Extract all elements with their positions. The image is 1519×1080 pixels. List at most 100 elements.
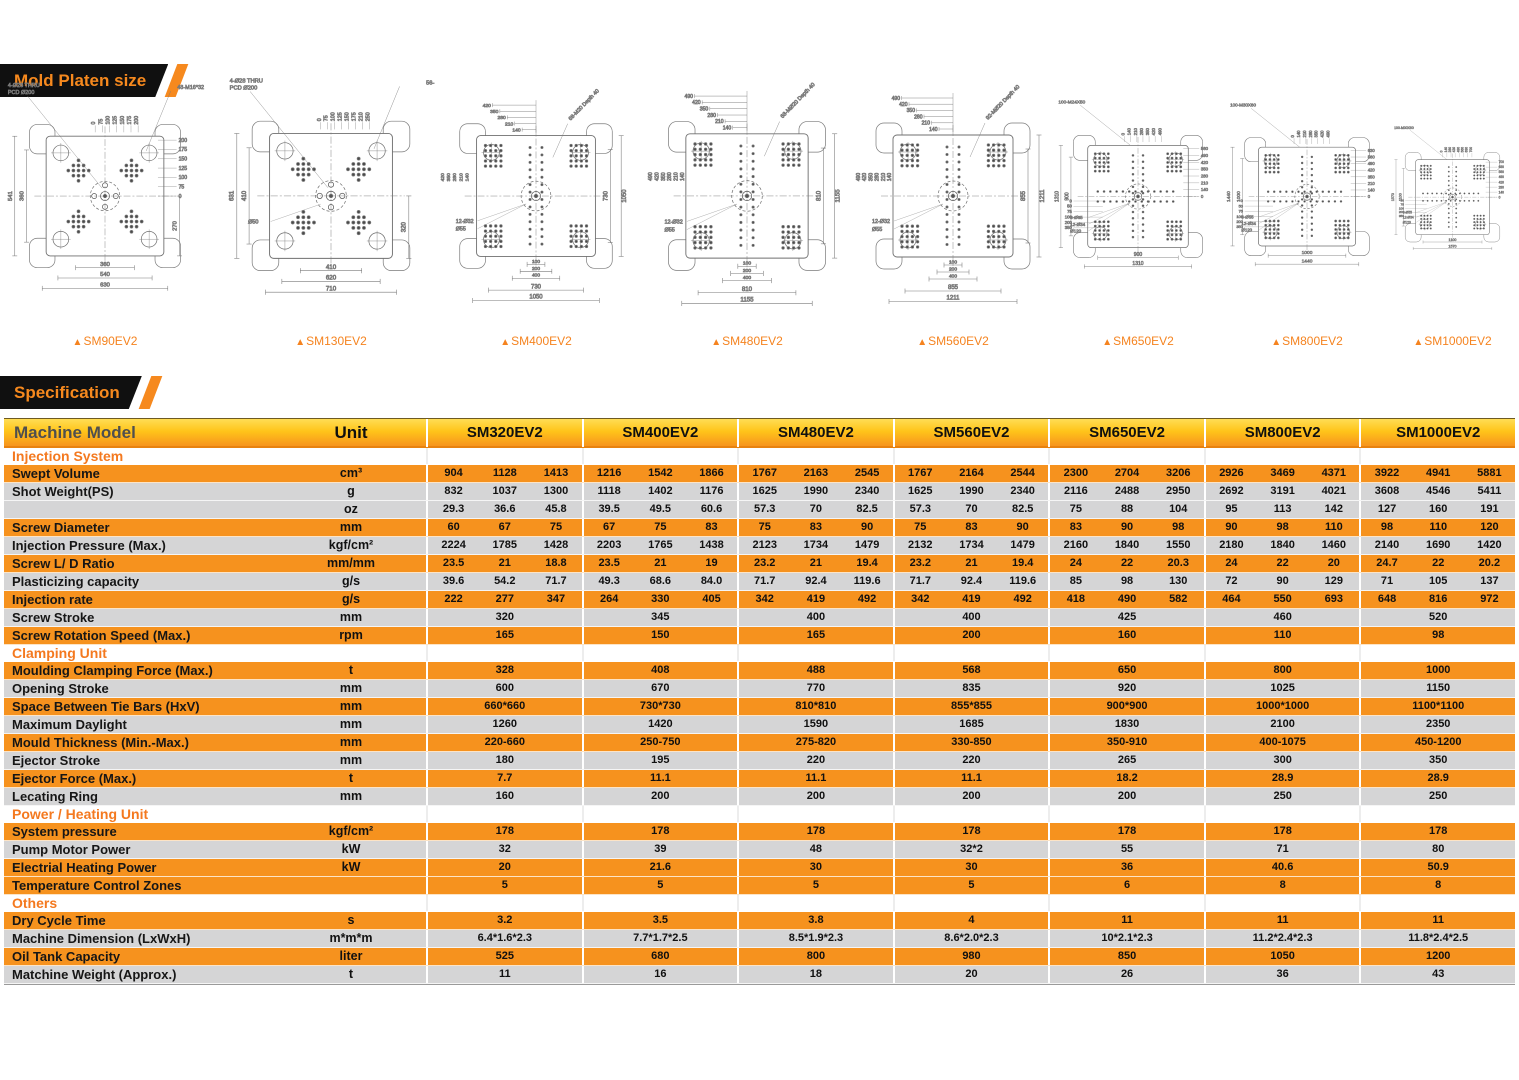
spec-row: Swept Volume cm³ 904 1128 1413 1216 1542 1866 17… bbox=[4, 465, 1515, 483]
section-row: Others bbox=[4, 895, 1515, 912]
spec-value: 20.3 bbox=[1167, 557, 1189, 569]
section-machine-cell bbox=[1359, 806, 1515, 822]
spec-value: 670 bbox=[651, 682, 670, 694]
machine-value-cell: 2180 1840 1460 bbox=[1203, 537, 1360, 554]
svg-text:420: 420 bbox=[1368, 168, 1376, 173]
svg-text:0: 0 bbox=[1368, 194, 1371, 199]
section-machine-cell bbox=[1048, 645, 1204, 661]
spec-value: 460 bbox=[1273, 611, 1292, 623]
spec-value: 21 bbox=[654, 557, 667, 569]
svg-text:350: 350 bbox=[868, 173, 874, 182]
spec-value: 82.5 bbox=[1011, 503, 1034, 515]
mold-platen-size-banner-label: Mold Platen size bbox=[0, 64, 168, 97]
machine-value-cell: 71.7 92.4 119.6 bbox=[737, 573, 893, 590]
spec-value: 165 bbox=[806, 629, 826, 641]
svg-text:350: 350 bbox=[1314, 130, 1319, 138]
svg-text:8-Ø55: 8-Ø55 bbox=[1403, 211, 1412, 215]
machine-value-cell: 23.2 21 19.4 bbox=[737, 555, 893, 572]
spec-value: 98 bbox=[1172, 521, 1185, 533]
svg-text:560: 560 bbox=[1499, 170, 1505, 174]
machine-value-cell: 178 bbox=[581, 823, 738, 840]
svg-text:280: 280 bbox=[1448, 147, 1452, 153]
machine-value-cell: 39.6 54.2 71.7 bbox=[426, 573, 582, 590]
spec-value: 300 bbox=[1273, 754, 1292, 766]
svg-text:350: 350 bbox=[700, 107, 709, 113]
machine-value-cell: 11 bbox=[1048, 912, 1204, 929]
spec-value: 70 bbox=[809, 503, 823, 515]
svg-text:420: 420 bbox=[862, 173, 868, 182]
spec-value: 67 bbox=[603, 521, 616, 533]
spec-value: 222 bbox=[444, 593, 463, 605]
machine-value-cell: 275-820 bbox=[737, 734, 893, 751]
machine-value-cell: 48 bbox=[737, 841, 893, 858]
svg-text:210: 210 bbox=[1302, 130, 1307, 138]
spec-row-unit: t bbox=[348, 771, 354, 785]
spec-value: 178 bbox=[1429, 825, 1448, 837]
machine-value-cell: 8 bbox=[1359, 877, 1515, 894]
svg-text:100: 100 bbox=[1399, 206, 1404, 210]
platen-diagram-SM400EV2: 68-M20 Depth 40 140 210 280 350 420 420 350 280 2… bbox=[432, 70, 640, 354]
spec-value: 36.6 bbox=[494, 503, 516, 515]
spec-row: Injection rate g/s 222 277 347 264 330 405 342 41… bbox=[4, 591, 1515, 609]
spec-value: 110 bbox=[1429, 521, 1448, 533]
spec-value: 113 bbox=[1273, 503, 1292, 515]
platen-diagram-SM130EV2: 4-Ø28 THRU PCD Ø200 56- 0 75 100 125 150 175 210 2… bbox=[222, 70, 440, 354]
spec-value: 250-750 bbox=[640, 736, 681, 748]
machine-value-cell: 6 bbox=[1048, 877, 1204, 894]
svg-text:630: 630 bbox=[1499, 165, 1505, 169]
spec-value: 1438 bbox=[699, 539, 724, 551]
svg-text:280: 280 bbox=[1139, 127, 1144, 135]
svg-text:620: 620 bbox=[326, 275, 337, 282]
machine-value-cell: 10*2.1*2.3 bbox=[1048, 930, 1204, 947]
spec-value: 1000*1000 bbox=[1256, 700, 1310, 712]
platen-model-name: SM400EV2 bbox=[511, 334, 572, 348]
machine-value-cell: 650 bbox=[1048, 662, 1204, 679]
spec-value: 850 bbox=[1117, 950, 1137, 962]
svg-text:210: 210 bbox=[715, 119, 724, 125]
spec-value: 18 bbox=[809, 968, 823, 980]
section-machine-cell bbox=[581, 645, 738, 661]
machine-value-cell: 2926 3469 4371 bbox=[1203, 465, 1360, 482]
spec-value: 92.4 bbox=[805, 575, 827, 587]
machine-value-cell: 80 bbox=[1359, 841, 1515, 858]
machine-value-cell: 110 bbox=[1203, 627, 1360, 644]
svg-text:1570: 1570 bbox=[1448, 244, 1456, 248]
section-row: Injection System bbox=[4, 448, 1515, 465]
spec-row-unit: s bbox=[347, 913, 355, 927]
section-machine-cell bbox=[737, 895, 893, 911]
svg-text:0: 0 bbox=[1440, 150, 1444, 152]
spec-value: 1260 bbox=[492, 718, 518, 730]
spec-value: 347 bbox=[546, 593, 566, 605]
svg-text:420: 420 bbox=[1151, 127, 1156, 135]
spec-value: 2140 bbox=[1374, 539, 1400, 551]
machine-column-header: SM650EV2 bbox=[1048, 419, 1204, 447]
spec-value: 1840 bbox=[1270, 539, 1295, 551]
spec-value: 22 bbox=[1432, 557, 1445, 569]
section-unit-cell bbox=[276, 895, 426, 911]
spec-value: 200 bbox=[962, 629, 981, 641]
machine-value-cell: 50.9 bbox=[1359, 859, 1515, 876]
spec-row-unit: kW bbox=[341, 842, 361, 856]
spec-row-unit: m*m*m bbox=[329, 931, 373, 945]
machine-value-cell: 16 bbox=[581, 966, 738, 983]
machine-column-header: SM480EV2 bbox=[737, 419, 893, 447]
spec-row: Screw L/ D Ratio mm/mm 23.5 21 18.8 23.5 21 19 2… bbox=[4, 555, 1515, 573]
machine-value-cell: 160 bbox=[1048, 627, 1204, 644]
spec-row-label: Opening Stroke bbox=[12, 681, 109, 696]
spec-value: 49.3 bbox=[598, 575, 620, 587]
spec-value: 92.4 bbox=[960, 575, 983, 587]
spec-value: 11 bbox=[1276, 914, 1289, 926]
spec-value: 350 bbox=[1429, 754, 1448, 766]
spec-value: 70 bbox=[965, 503, 978, 515]
machine-value-cell: 28.9 bbox=[1359, 770, 1515, 787]
spec-value: 900*900 bbox=[1106, 700, 1148, 712]
spec-value: 84.0 bbox=[700, 575, 723, 587]
svg-text:50: 50 bbox=[1239, 203, 1244, 208]
machine-value-cell: 11.1 bbox=[581, 770, 738, 787]
svg-text:12-Ø34: 12-Ø34 bbox=[1070, 222, 1086, 227]
spec-value: 98 bbox=[1380, 521, 1394, 533]
svg-text:560: 560 bbox=[1461, 147, 1465, 153]
